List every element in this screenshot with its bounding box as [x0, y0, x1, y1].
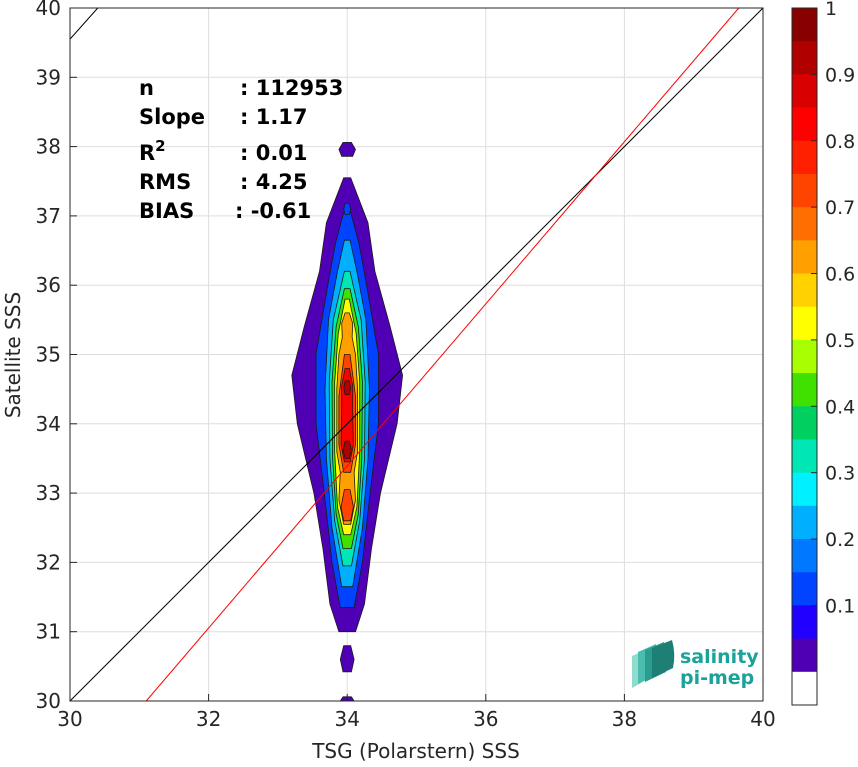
y-axis: 30 31 32 33 34 35 36 37 38 39 40	[36, 0, 77, 713]
density-contour-level-0.05	[339, 645, 355, 673]
colorbar-segment	[792, 406, 817, 440]
colorbar-tick-label: 0.9	[825, 64, 855, 86]
colorbar-segment	[792, 8, 817, 42]
colorbar-segment	[792, 74, 817, 109]
x-tick-label: 34	[334, 707, 359, 731]
y-tick-label: 37	[36, 204, 61, 228]
x-tick-label: 38	[612, 707, 637, 731]
colorbar-tick-label: 1	[825, 0, 837, 20]
colorbar: 0.1 0.2 0.3 0.4 0.5 0.6 0.7 0.8 0.9 1	[791, 0, 855, 706]
regression-line	[145, 8, 740, 701]
colorbar-frame	[791, 7, 818, 706]
stat-value: : 112953	[240, 76, 343, 100]
colorbar-segment	[792, 373, 817, 407]
stat-value: : 0.01	[240, 141, 308, 165]
colorbar-segment	[792, 273, 817, 308]
colorbar-segment	[792, 41, 817, 75]
colorbar-segment	[792, 140, 817, 175]
identity-line	[70, 8, 763, 701]
colorbar-tick-label: 0.1	[825, 595, 855, 617]
salinity-pi-mep-logo: salinity pi-mep	[632, 640, 759, 689]
y-tick-label: 34	[36, 412, 61, 436]
y-tick-label: 38	[36, 135, 61, 159]
reference-lines	[70, 8, 763, 701]
colorbar-tick-label: 0.3	[825, 463, 855, 485]
colorbar-segment	[792, 472, 817, 507]
colorbar-tick-label: 0.5	[825, 330, 855, 352]
colorbar-segment	[792, 240, 817, 275]
density-contour-level-0.05	[338, 142, 356, 157]
stat-label: Slope	[139, 105, 205, 129]
stat-label: n	[139, 76, 154, 100]
x-axis-label: TSG (Polarstern) SSS	[311, 739, 520, 763]
colorbar-tick-label: 0.6	[825, 264, 855, 286]
colorbar-segment	[792, 505, 817, 540]
logo-text-salinity: salinity	[680, 646, 759, 668]
stats-box: n : 112953 Slope : 1.17 R2 : 0.01 RMS : 4.25 BIA…	[139, 76, 343, 223]
regression-offset-line	[70, 8, 99, 40]
y-tick-label: 36	[36, 273, 61, 297]
colorbar-segment	[792, 439, 817, 474]
y-tick-label: 39	[36, 65, 61, 89]
colorbar-segment	[792, 107, 817, 142]
colorbar-tick-label: 0.4	[825, 396, 855, 418]
density-contour-level-0.15	[343, 203, 352, 215]
colorbar-segment	[792, 306, 817, 341]
stat-value: : -0.61	[235, 199, 311, 223]
stat-label: R2	[139, 137, 166, 165]
density-contour-level-0.75	[340, 489, 354, 522]
logo-text-pi-mep: pi-mep	[680, 667, 754, 689]
colorbar-segment	[792, 671, 817, 706]
colorbar-segment	[792, 207, 817, 241]
density-contour-level-0.95	[343, 380, 352, 396]
colorbar-segment	[792, 539, 817, 573]
colorbar-segment	[792, 572, 817, 606]
y-tick-label: 40	[36, 0, 61, 20]
stat-value: : 4.25	[240, 170, 308, 194]
y-tick-label: 32	[36, 550, 61, 574]
waves-icon	[632, 640, 675, 688]
y-tick-label: 33	[36, 481, 61, 505]
density-contours	[291, 142, 403, 701]
x-tick-label: 30	[57, 707, 82, 731]
y-tick-label: 31	[36, 620, 61, 644]
colorbar-segment	[792, 339, 817, 374]
colorbar-segment	[792, 173, 817, 208]
x-tick-label: 40	[750, 707, 775, 731]
colorbar-tick-label: 0.8	[825, 131, 855, 153]
y-axis-label: Satellite SSS	[1, 292, 25, 418]
y-tick-label: 30	[36, 689, 61, 713]
colorbar-segment	[792, 605, 817, 640]
y-tick-label: 35	[36, 343, 61, 367]
colorbar-segment	[792, 638, 817, 673]
x-tick-label: 32	[196, 707, 221, 731]
colorbar-tick-label: 0.2	[825, 529, 855, 551]
x-axis: 30 32 34 36 38 40	[57, 694, 776, 731]
x-tick-label: 36	[473, 707, 498, 731]
grid	[69, 7, 764, 702]
stat-label: RMS	[139, 170, 191, 194]
colorbar-tick-label: 0.7	[825, 197, 855, 219]
stat-label: BIAS	[139, 199, 194, 223]
density-contour-level-0.95	[342, 440, 352, 459]
stat-value: : 1.17	[240, 105, 308, 129]
